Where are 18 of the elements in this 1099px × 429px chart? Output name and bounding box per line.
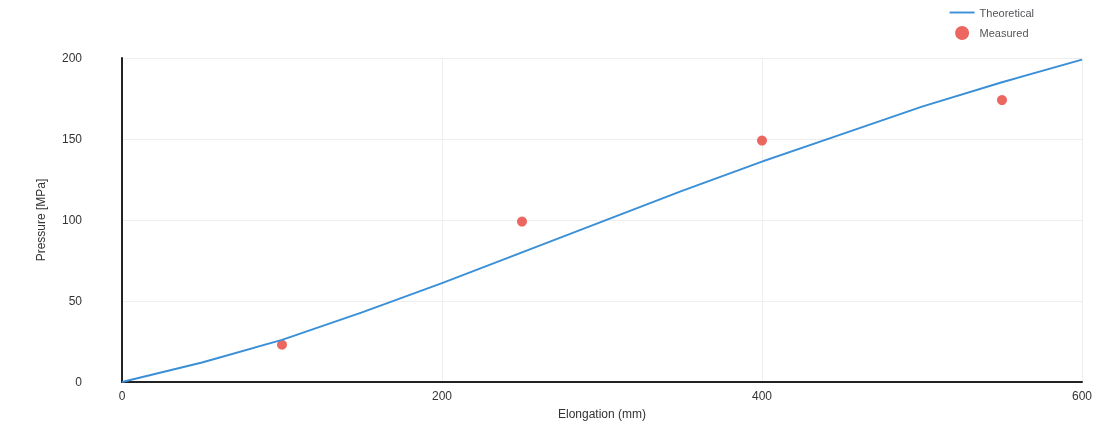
y-tick-label: 100 bbox=[61, 213, 83, 227]
x-tick-label: 600 bbox=[1071, 389, 1093, 403]
x-tick-label: 0 bbox=[118, 389, 126, 403]
point bbox=[277, 339, 287, 350]
point bbox=[517, 216, 527, 227]
legend-label: Measured bbox=[979, 27, 1029, 39]
y-tick-label: 150 bbox=[61, 132, 83, 146]
y-tick-label: 0 bbox=[75, 375, 83, 389]
point bbox=[997, 95, 1007, 106]
x-tick-label: 400 bbox=[751, 389, 773, 403]
y-tick-label: 50 bbox=[68, 294, 83, 308]
legend-label: Theoretical bbox=[979, 6, 1035, 19]
point bbox=[757, 135, 767, 146]
y-axis-title: Pressure [MPa] bbox=[34, 178, 48, 262]
x-axis-title: Elongation (mm) bbox=[557, 407, 647, 421]
y-tick-label: 200 bbox=[61, 51, 83, 65]
line-series bbox=[121, 58, 1083, 383]
x-tick-label: 200 bbox=[431, 389, 453, 403]
